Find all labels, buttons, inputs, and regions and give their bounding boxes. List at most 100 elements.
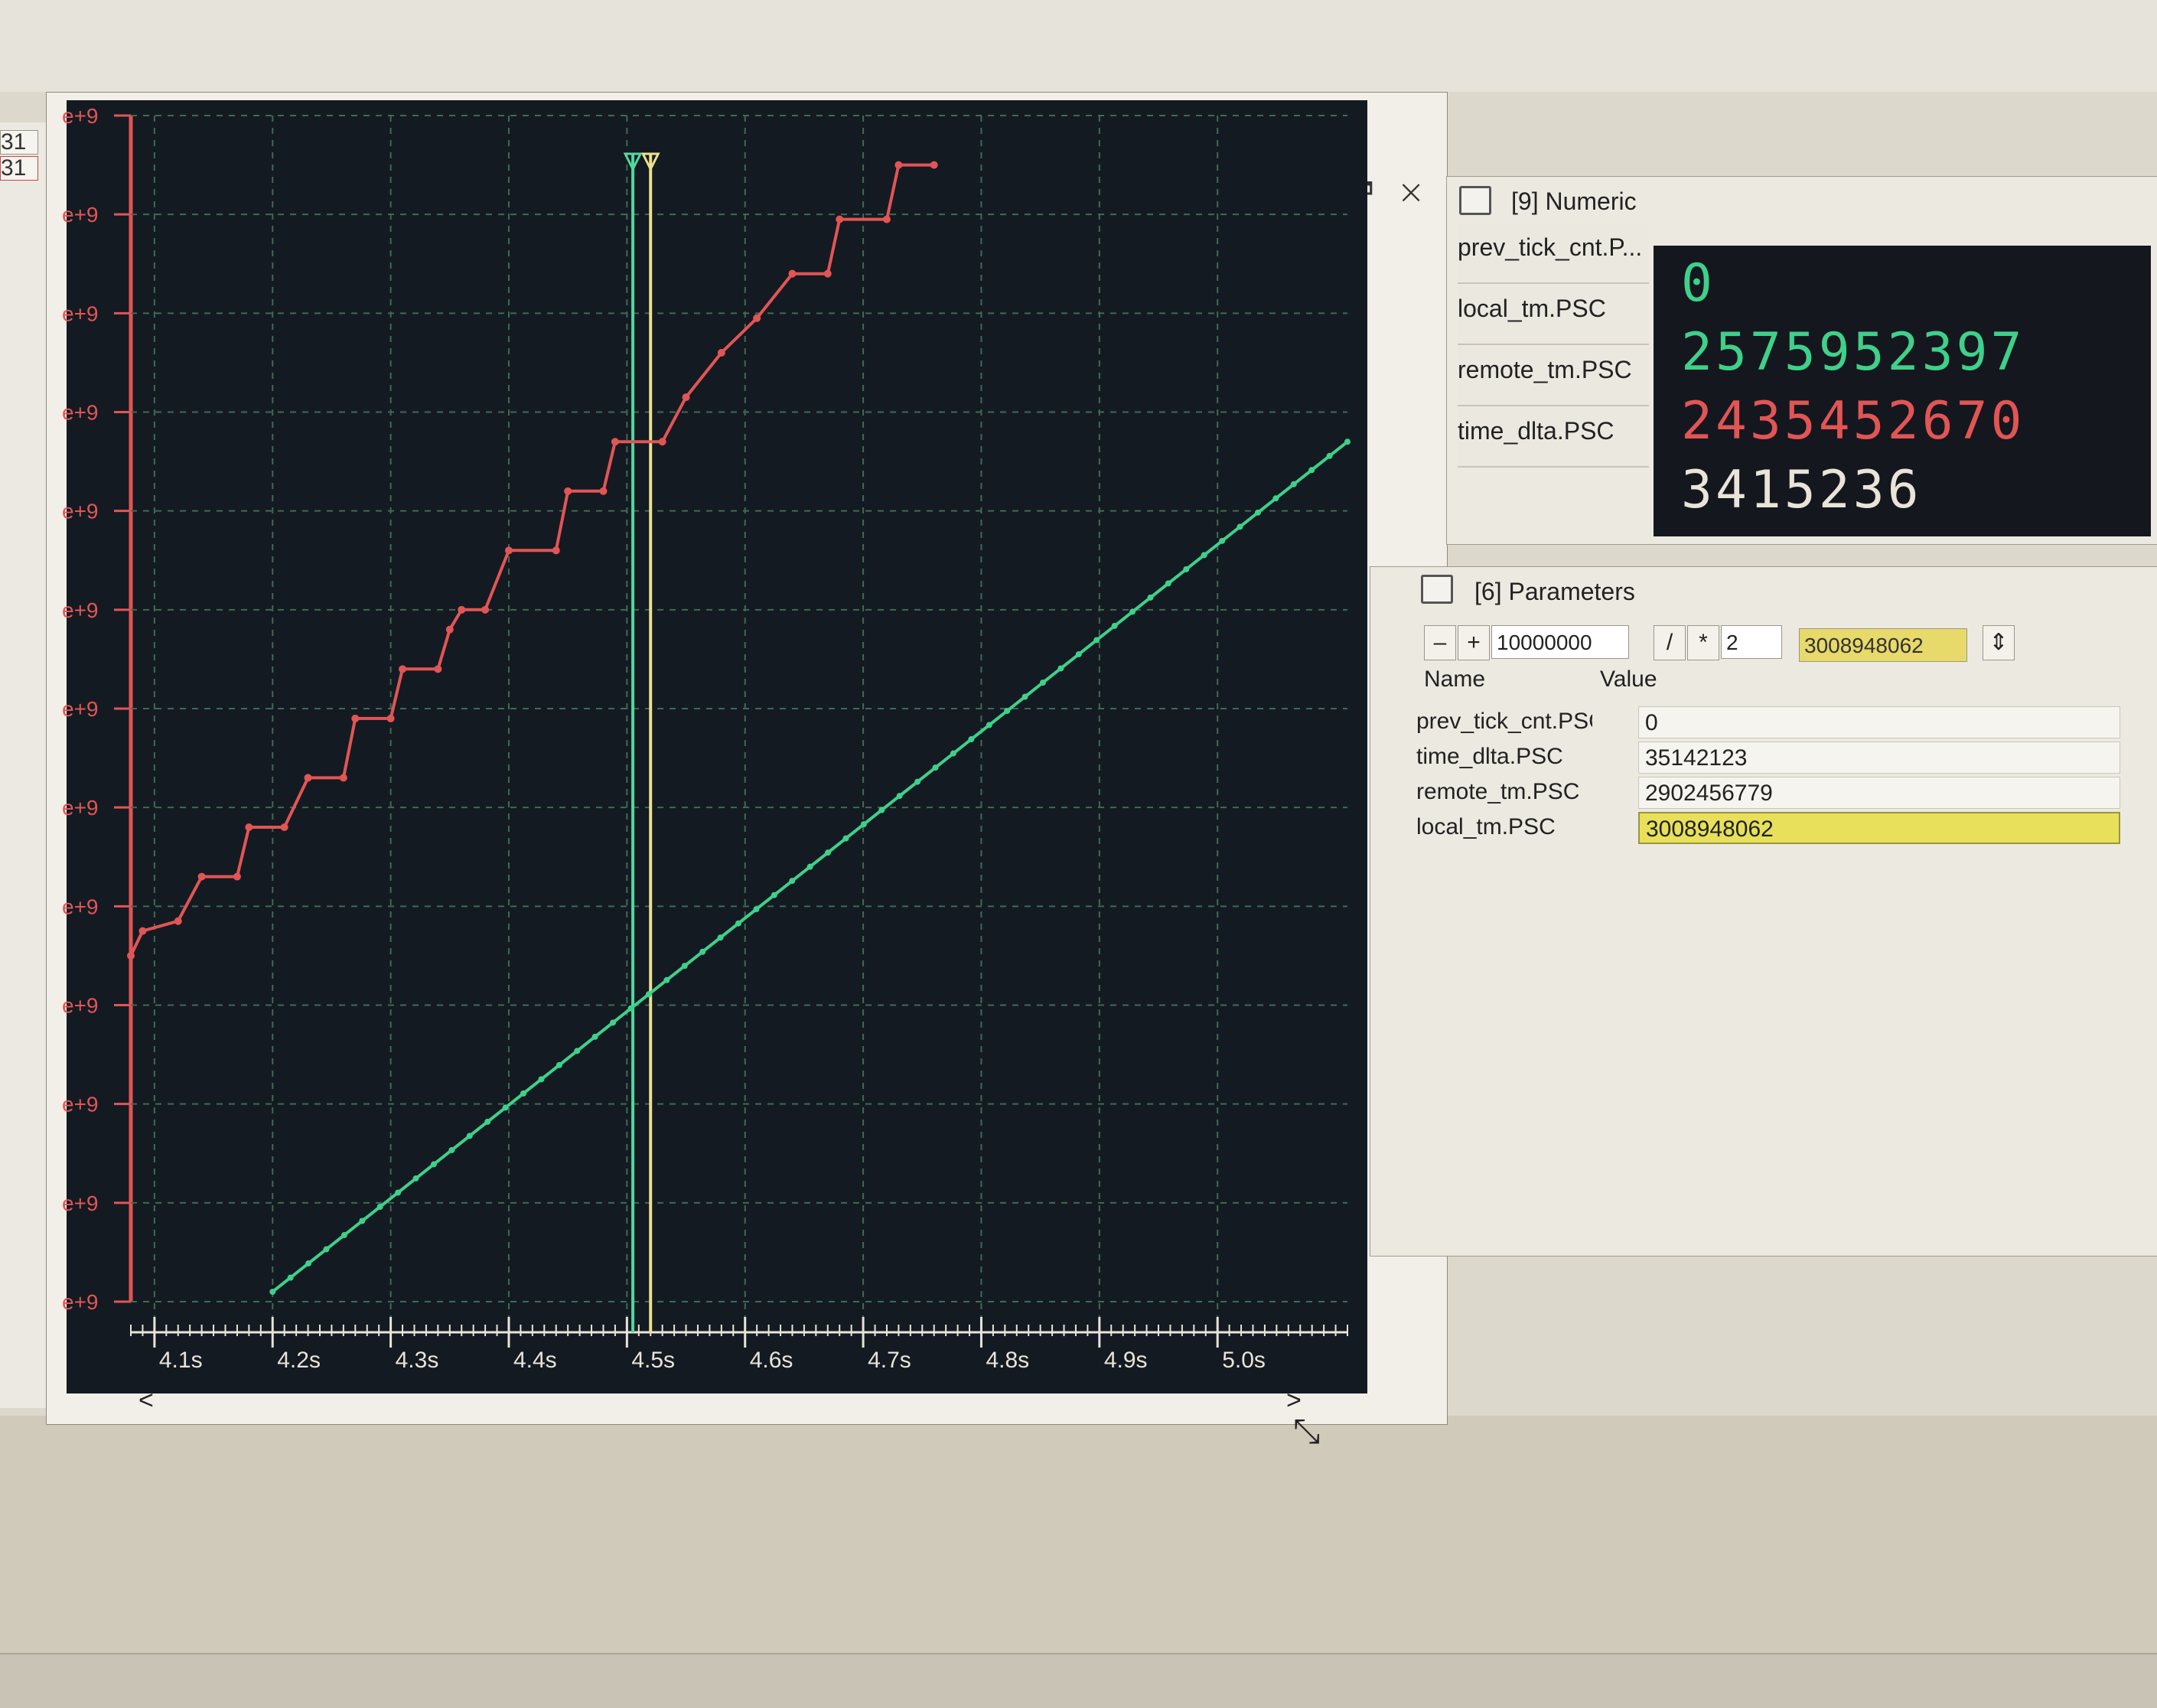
series-1-point: [658, 438, 666, 446]
y-tick-label: e+9: [62, 994, 99, 1018]
cursor-marker-icon: [640, 152, 660, 172]
series-2-point: [627, 1005, 634, 1012]
scroll-right-icon[interactable]: >: [1286, 1386, 1302, 1415]
column-header-name[interactable]: Name: [1424, 667, 1486, 692]
series-2-point: [717, 934, 724, 941]
param-value-remote-tm[interactable]: 2902456779: [1638, 777, 2120, 809]
numeric-label-remote-tm: remote_tm.PSC: [1458, 347, 1649, 406]
step-input[interactable]: 10000000: [1491, 625, 1629, 659]
series-2-point: [645, 991, 652, 998]
series-2-point: [1075, 650, 1082, 657]
time-series-plot[interactable]: e+9 e+9 e+9 e+9 e+9 e+9 e+9 e+9 e+9 e+9 e+9 e+9e+9 …: [47, 93, 1447, 1424]
param-name-local-tm: local_tm.PSC: [1416, 814, 1556, 839]
series-2-point: [932, 764, 939, 771]
series-2-point: [896, 793, 903, 800]
series-2-point: [538, 1076, 545, 1083]
decrement-button[interactable]: –: [1424, 625, 1456, 660]
x-tick-label: 4.2s: [277, 1348, 321, 1373]
series-2-point: [1219, 537, 1226, 544]
series-1-point: [753, 314, 761, 322]
series-2-point: [610, 1019, 617, 1026]
close-icon[interactable]: ✕: [1401, 180, 1432, 205]
series-1-point: [552, 546, 560, 555]
series-2-point: [1290, 481, 1297, 487]
series-2-point: [789, 878, 796, 885]
cursor-marker-icon: [623, 152, 643, 172]
series-2-point: [735, 920, 741, 927]
series-1-point: [599, 487, 608, 495]
series-2-point: [1111, 622, 1118, 629]
series-1-point: [197, 872, 206, 881]
x-tick-label: 4.4s: [513, 1348, 557, 1373]
series-1-point: [894, 161, 903, 169]
desktop-top-area: [0, 0, 2157, 92]
increment-button[interactable]: +: [1458, 625, 1490, 660]
param-name-prev-tick: prev_tick_cnt.PSC: [1416, 709, 1592, 734]
param-value-prev-tick[interactable]: 0: [1638, 706, 2120, 738]
series-2-point: [591, 1033, 598, 1040]
y-tick-label: e+9: [62, 1093, 99, 1116]
series-1-point: [233, 872, 241, 881]
series-2-point: [1272, 495, 1279, 502]
factor-input[interactable]: 2: [1721, 625, 1782, 659]
resize-grip-icon[interactable]: ⤡: [1293, 1413, 1321, 1450]
x-tick-label: 4.5s: [631, 1348, 675, 1373]
param-name-remote-tm: remote_tm.PSC: [1416, 779, 1580, 804]
parameters-panel-icon[interactable]: [1421, 575, 1453, 604]
current-value-field[interactable]: 3008948062: [1799, 628, 1967, 662]
multiply-button[interactable]: *: [1687, 625, 1719, 660]
series-1-point: [304, 774, 312, 782]
param-value-local-tm[interactable]: 3008948062: [1638, 812, 2120, 844]
parameters-panel-title: [6] Parameters: [1474, 578, 1635, 605]
series-2-point: [502, 1104, 509, 1111]
series-2-point: [1057, 665, 1064, 672]
series-1-point: [611, 438, 619, 446]
param-value-time-dlta[interactable]: 35142123: [1638, 742, 2120, 774]
series-2-point: [771, 891, 777, 898]
plot-background: [67, 100, 1367, 1393]
y-tick-label: e+9: [62, 104, 99, 128]
y-tick-label: e+9: [62, 500, 99, 523]
chart-window: – 🗗 ✕ e+9e+9e+9e+9e+9e+9e+9e+9e+9e+9e+9e…: [46, 92, 1448, 1425]
series-2-point: [323, 1246, 330, 1253]
series-1-point: [836, 215, 844, 223]
series-1-point: [399, 665, 407, 673]
column-header-value[interactable]: Value: [1600, 667, 1657, 692]
y-tick-label: e+9: [62, 203, 99, 227]
cursor-lines: [623, 152, 660, 1332]
series-2-point: [305, 1260, 312, 1267]
series-2-point: [340, 1232, 347, 1239]
series-2-point: [1129, 608, 1136, 615]
series-2-point: [806, 863, 813, 870]
series-2-point: [520, 1090, 527, 1097]
series-1-point: [138, 927, 147, 935]
scroll-left-icon[interactable]: <: [138, 1386, 154, 1415]
numeric-value-remote-tm: 2435452670: [1681, 391, 2025, 451]
y-tick-label: e+9: [62, 401, 99, 425]
y-tick-label: e+9: [62, 302, 99, 325]
series-2-point: [860, 821, 867, 828]
divide-button[interactable]: /: [1654, 625, 1686, 660]
series-2-point: [663, 976, 670, 983]
series-2-point: [842, 835, 849, 842]
series-1-point: [481, 605, 490, 614]
spin-icon[interactable]: ⇕: [1983, 625, 2015, 660]
series-2-point: [1093, 637, 1100, 644]
series-2-point: [556, 1061, 562, 1068]
series-2-point: [1326, 452, 1333, 459]
parameters-panel: [6] Parameters – + 10000000 / * 2 300894…: [1370, 566, 2157, 1257]
series-2-point: [359, 1217, 366, 1224]
series-2-point: [1183, 566, 1190, 572]
left-tab-2[interactable]: 31: [0, 156, 38, 181]
numeric-value-prev-tick: 0: [1681, 253, 1715, 314]
left-tab-1[interactable]: 31: [0, 130, 38, 155]
series-2-point: [825, 849, 832, 856]
numeric-label-local-tm: local_tm.PSC: [1458, 285, 1649, 345]
numeric-panel-icon[interactable]: [1459, 186, 1491, 215]
taskbar: [0, 1653, 2157, 1708]
series-1-point: [174, 917, 182, 925]
series-2-point: [1165, 580, 1171, 587]
series-1-point: [434, 665, 442, 673]
series-1-point: [386, 714, 395, 722]
series-1-point: [682, 393, 690, 402]
